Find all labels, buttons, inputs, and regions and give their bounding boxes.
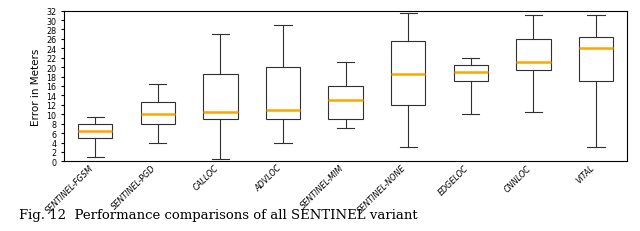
PathPatch shape: [579, 37, 613, 82]
PathPatch shape: [328, 87, 363, 119]
PathPatch shape: [391, 42, 426, 105]
PathPatch shape: [454, 66, 488, 82]
Text: Fig. 12  Performance comparisons of all SENTINEL variant: Fig. 12 Performance comparisons of all S…: [19, 208, 418, 221]
PathPatch shape: [204, 75, 237, 119]
PathPatch shape: [516, 40, 550, 70]
PathPatch shape: [266, 68, 300, 119]
PathPatch shape: [78, 124, 113, 138]
PathPatch shape: [141, 103, 175, 124]
Y-axis label: Error in Meters: Error in Meters: [31, 48, 40, 125]
